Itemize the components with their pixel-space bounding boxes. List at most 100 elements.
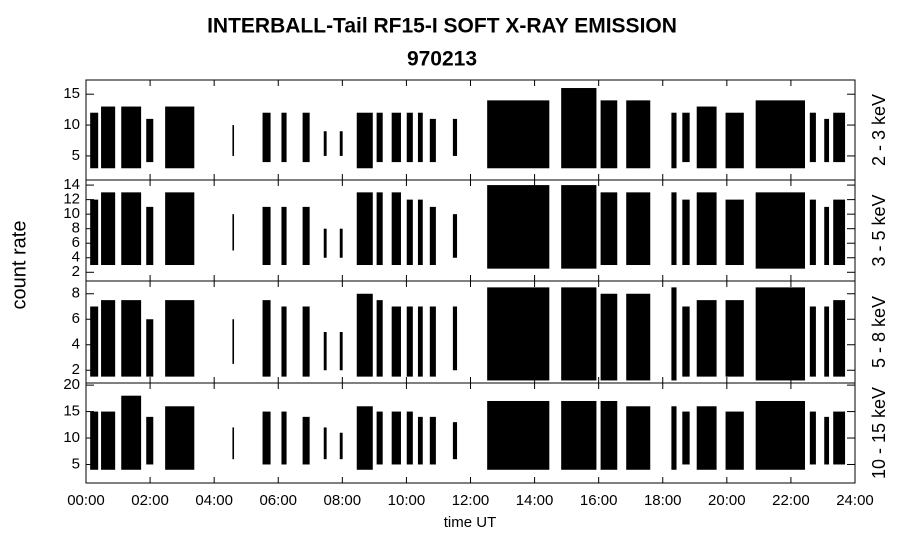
burst [725, 300, 744, 377]
burst [833, 199, 846, 266]
burst [755, 192, 806, 269]
x-tick-label: 14:00 [516, 492, 554, 509]
burst [682, 199, 690, 266]
burst [725, 112, 744, 169]
y-tick-label: 12 [63, 191, 80, 208]
burst [429, 206, 436, 266]
burst [302, 206, 310, 266]
burst [165, 106, 195, 169]
burst [165, 192, 195, 266]
burst [696, 192, 717, 266]
burst [824, 118, 830, 163]
burst [600, 293, 618, 381]
burst [376, 411, 383, 465]
burst [90, 112, 99, 169]
burst [487, 185, 550, 269]
burst [429, 416, 436, 465]
burst [356, 293, 373, 377]
y-tick-label: 4 [72, 249, 80, 266]
burst [452, 422, 458, 460]
burst [101, 192, 116, 266]
burst [417, 416, 423, 465]
y-tick-label: 20 [63, 376, 80, 393]
x-tick-label: 18:00 [644, 492, 682, 509]
panel-label: 3 - 5 keV [869, 194, 889, 266]
y-tick-label: 2 [72, 361, 80, 378]
burst [165, 300, 195, 377]
burst [682, 306, 690, 377]
burst [824, 306, 830, 377]
burst [281, 112, 287, 163]
burst [121, 300, 142, 377]
burst [146, 118, 154, 163]
burst [90, 306, 99, 377]
burst [561, 287, 597, 381]
x-tick-label: 20:00 [708, 492, 746, 509]
burst [356, 192, 373, 266]
burst [696, 406, 717, 470]
burst [101, 411, 116, 470]
burst [429, 118, 436, 163]
burst [671, 287, 677, 381]
burst [487, 287, 550, 381]
burst [417, 112, 423, 163]
burst [232, 319, 235, 364]
burst [561, 185, 597, 269]
burst [323, 131, 327, 156]
y-tick-label: 6 [72, 234, 80, 251]
burst [671, 406, 677, 470]
burst [833, 300, 846, 377]
burst [809, 199, 816, 266]
burst [121, 395, 142, 470]
x-tick-label: 16:00 [580, 492, 618, 509]
burst [755, 287, 806, 381]
burst [671, 112, 677, 169]
burst [682, 112, 690, 163]
y-tick-label: 10 [63, 116, 80, 133]
y-tick-label: 15 [63, 85, 80, 102]
burst [356, 112, 373, 169]
burst [487, 400, 550, 470]
burst [824, 416, 830, 465]
burst [417, 306, 423, 377]
x-tick-label: 24:00 [836, 492, 874, 509]
burst [600, 100, 618, 169]
x-tick-label: 02:00 [131, 492, 169, 509]
chart-subtitle: 970213 [407, 48, 477, 71]
burst [165, 406, 195, 470]
burst [824, 206, 830, 266]
burst [262, 112, 271, 163]
burst [561, 88, 597, 169]
x-tick-label: 10:00 [388, 492, 426, 509]
burst [121, 192, 142, 266]
burst [339, 432, 343, 460]
burst [391, 411, 401, 465]
burst [809, 112, 816, 163]
y-tick-label: 8 [72, 285, 80, 302]
burst [417, 199, 423, 266]
burst [696, 106, 717, 169]
burst [452, 306, 458, 371]
burst [452, 118, 458, 156]
burst [323, 228, 327, 258]
burst [146, 206, 154, 266]
burst [376, 112, 383, 163]
x-tick-label: 04:00 [195, 492, 233, 509]
burst [429, 306, 436, 377]
burst [281, 306, 287, 377]
burst [626, 100, 651, 169]
burst [323, 427, 327, 460]
burst [755, 400, 806, 470]
y-tick-label: 2 [72, 263, 80, 280]
y-tick-label: 6 [72, 310, 80, 327]
burst [281, 411, 287, 465]
burst [339, 332, 343, 371]
burst [626, 293, 651, 381]
burst [561, 400, 597, 470]
burst [121, 106, 142, 169]
x-axis-label: time UT [444, 514, 497, 531]
y-axis-label: count rate [8, 221, 30, 310]
burst [671, 192, 677, 266]
burst [262, 411, 271, 465]
x-tick-label: 06:00 [259, 492, 297, 509]
